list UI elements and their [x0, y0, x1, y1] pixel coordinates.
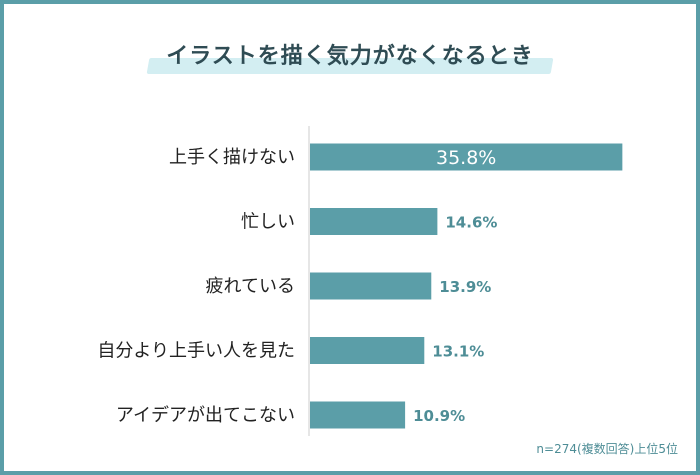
- bar-chart: 上手く描けない 35.8% 忙しい 14.6% 疲れている 13.9% 自分より上手い人を見…: [97, 126, 623, 436]
- bar: [310, 337, 425, 364]
- category-label: 忙しい: [241, 212, 295, 233]
- sample-note: n=274(複数回答)上位5位: [536, 442, 678, 456]
- bar: [310, 208, 438, 235]
- bar: [310, 143, 623, 171]
- chart-title: イラストを描く気力がなくなるとき: [166, 44, 534, 69]
- category-label: 疲れている: [206, 276, 295, 297]
- value-label: 35.8%: [436, 147, 496, 169]
- bar: [310, 272, 432, 300]
- value-label: 14.6%: [445, 214, 497, 232]
- title-area: イラストを描く気力がなくなるとき: [4, 32, 696, 74]
- category-label: 自分より上手い人を見た: [97, 341, 295, 362]
- bar: [310, 401, 406, 429]
- value-label: 13.9%: [439, 278, 491, 296]
- value-label: 13.1%: [432, 343, 484, 361]
- title-box: イラストを描く気力がなくなるとき: [146, 32, 554, 74]
- bars-group: 上手く描けない 35.8% 忙しい 14.6% 疲れている 13.9% 自分より上手い人を見…: [97, 143, 623, 429]
- category-label: アイデアが出てこない: [116, 405, 295, 426]
- category-label: 上手く描けない: [169, 147, 295, 168]
- value-label: 10.9%: [413, 407, 465, 425]
